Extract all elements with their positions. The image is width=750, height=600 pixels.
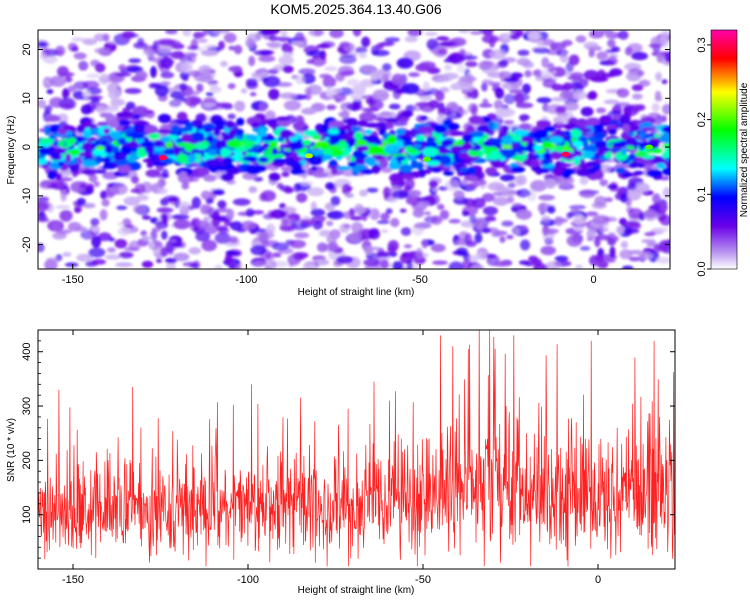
spectrogram-y-ticks: -20 -10 0 10 20 xyxy=(21,43,670,253)
colorbar: 0.0 0.1 0.2 0.3 Normalized spectral amplitu… xyxy=(696,29,750,277)
spectrogram-peak xyxy=(561,151,570,157)
spectrogram-blobs xyxy=(38,30,670,269)
y-tick-label: 400 xyxy=(21,343,33,361)
colorbar-label: Normalized spectral amplitude xyxy=(739,82,750,217)
spectrogram-y-label: Frequency (Hz) xyxy=(6,116,17,185)
y-tick-label: 10 xyxy=(21,92,33,104)
spectrogram-peak xyxy=(159,155,167,161)
snr-y-label: SNR (10 * v/v) xyxy=(6,418,17,482)
chart-title: KOM5.2025.364.13.40.G06 xyxy=(270,1,441,17)
snr-x-label: Height of straight line (km) xyxy=(298,585,415,596)
colorbar-ticks: 0.0 0.1 0.2 0.3 xyxy=(696,37,711,277)
spectrogram-frame xyxy=(37,29,671,270)
spectrogram-x-ticks: -150 -100 -50 0 xyxy=(62,30,597,286)
colorbar-tick-label: 0.1 xyxy=(696,187,708,202)
y-tick-label: 200 xyxy=(21,451,33,469)
colorbar-tick-label: 0.2 xyxy=(696,112,708,127)
y-tick-label: 0 xyxy=(21,144,33,150)
x-tick-label: -50 xyxy=(415,574,431,586)
colorbar-tick-label: 0.0 xyxy=(696,261,708,276)
x-tick-label: -150 xyxy=(62,574,84,586)
spectrogram-peak xyxy=(645,144,654,150)
y-tick-label: -20 xyxy=(21,237,33,253)
colorbar-tick-label: 0.3 xyxy=(696,37,708,52)
x-tick-label: 0 xyxy=(595,574,601,586)
colorbar-frame xyxy=(710,29,738,270)
snr-y-ticks: 100 200 300 400 xyxy=(21,329,675,559)
snr-background xyxy=(38,330,675,569)
x-tick-label: 0 xyxy=(591,274,597,286)
y-tick-label: -10 xyxy=(21,188,33,204)
spectrogram-peak xyxy=(304,153,313,159)
x-tick-label: -50 xyxy=(412,274,428,286)
spectrogram-peak xyxy=(422,156,431,162)
y-tick-label: 100 xyxy=(21,506,33,524)
snr-x-ticks: -150 -100 -50 0 xyxy=(62,330,601,586)
colorbar-gradient xyxy=(711,30,737,269)
y-tick-label: 300 xyxy=(21,397,33,415)
x-tick-label: -100 xyxy=(237,574,259,586)
x-tick-label: -100 xyxy=(235,274,257,286)
y-tick-label: 20 xyxy=(21,43,33,55)
x-tick-label: -150 xyxy=(62,274,84,286)
snr-panel: -150 -100 -50 0 100 200 300 400 Height of stra… xyxy=(6,329,676,596)
spectrogram-x-label: Height of straight line (km) xyxy=(298,287,415,298)
snr-series-line xyxy=(38,330,675,567)
